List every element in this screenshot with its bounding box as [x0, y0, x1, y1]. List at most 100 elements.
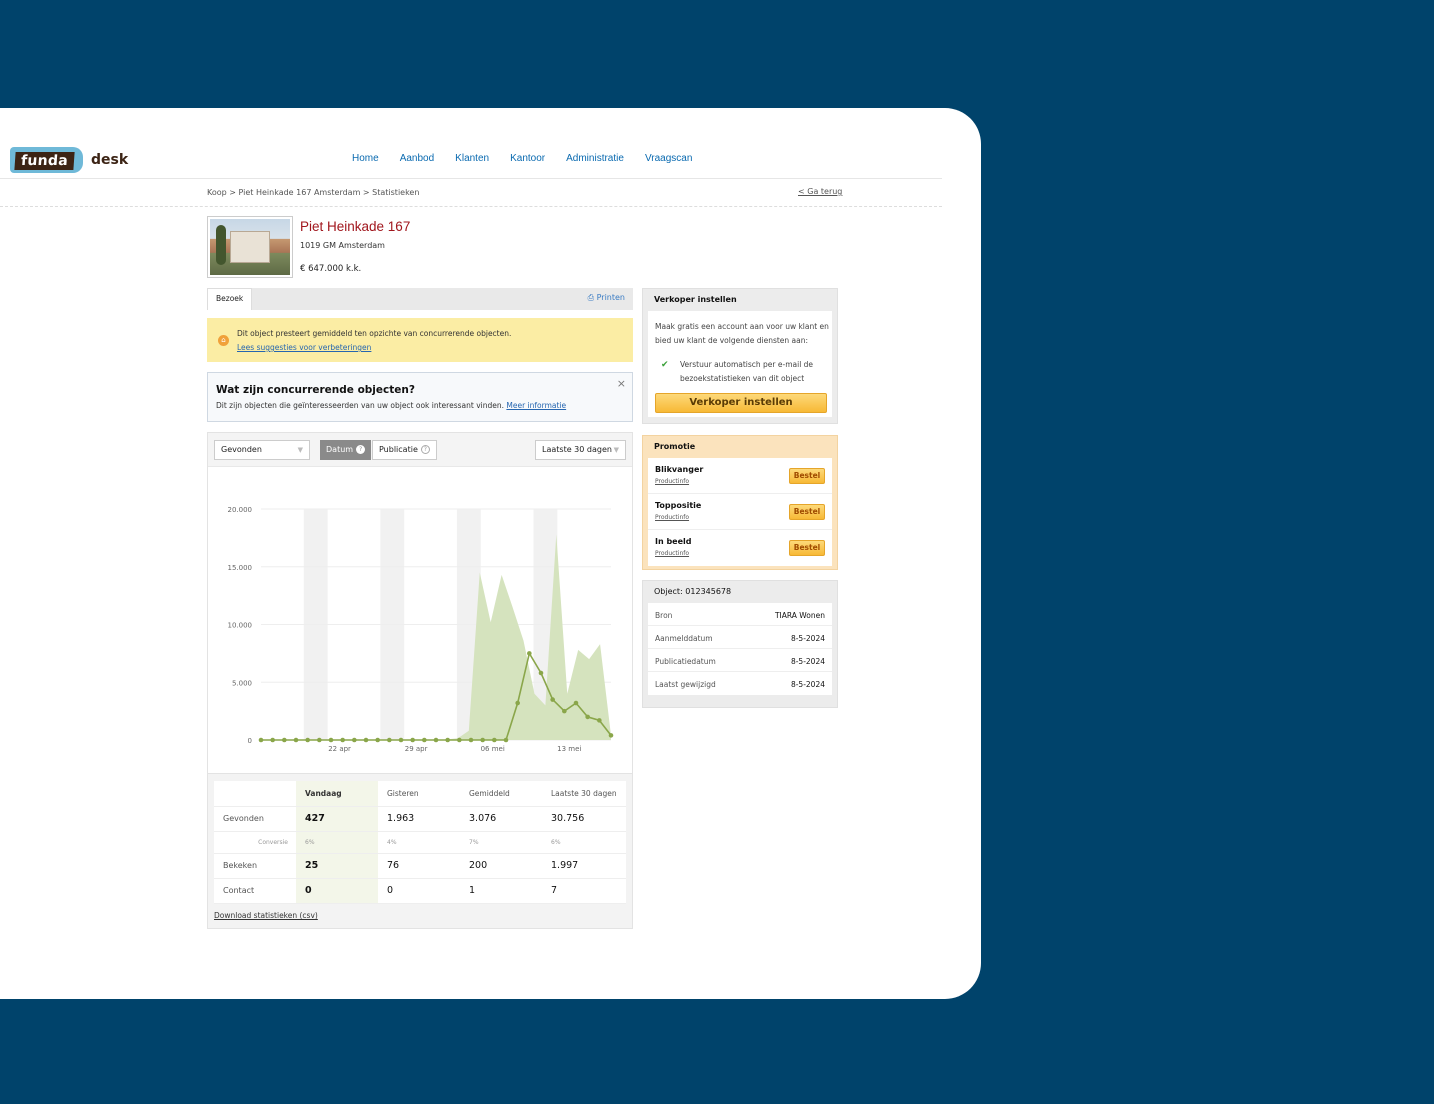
house-image: [210, 219, 290, 275]
more-info-link[interactable]: Meer informatie: [506, 401, 567, 410]
productinfo-link[interactable]: Productinfo: [655, 478, 690, 485]
cell: 427: [296, 806, 378, 832]
x-tick-label: 29 apr: [405, 745, 428, 753]
funda-desk-logo[interactable]: funda desk: [10, 147, 128, 173]
promotion-box: Promotie Blikvanger Productinfo Bestel T…: [642, 435, 838, 570]
data-point: [503, 737, 509, 743]
metric-select[interactable]: Gevonden ▼: [214, 440, 310, 460]
seller-body: Maak gratis een account aan voor uw klan…: [648, 311, 832, 417]
cell: 25: [296, 853, 378, 879]
list-item: Toppositie Productinfo Bestel: [648, 494, 832, 530]
property-price: € 647.000 k.k.: [300, 264, 362, 274]
range-select[interactable]: Laatste 30 dagen ▼: [535, 440, 626, 460]
seller-text: Maak gratis een account aan voor uw klan…: [655, 322, 829, 345]
order-button[interactable]: Bestel: [789, 504, 825, 520]
stats-header-row: Vandaag Gisteren Gemiddeld Laatste 30 da…: [214, 781, 626, 807]
nav-kantoor[interactable]: Kantoor: [510, 153, 546, 164]
tab-bezoek[interactable]: Bezoek: [207, 288, 253, 310]
header-divider: [0, 178, 942, 179]
data-point: [527, 651, 532, 656]
cell: 6%: [542, 831, 626, 854]
data-point: [398, 737, 404, 743]
notice-text: Dit object presteert gemiddeld ten opzic…: [237, 329, 512, 338]
main-nav: Home Aanbod Klanten Kantoor Administrati…: [352, 153, 692, 164]
data-point: [585, 714, 590, 720]
tab-bar: Bezoek ⎙ Printen: [207, 288, 633, 310]
download-csv-link[interactable]: Download statistieken (csv): [214, 911, 318, 920]
stats-table: Vandaag Gisteren Gemiddeld Laatste 30 da…: [214, 781, 626, 904]
stats-header: [214, 781, 296, 807]
breadcrumb[interactable]: Koop > Piet Heinkade 167 Amsterdam > Sta…: [207, 188, 420, 197]
detail-value: 8-5-2024: [790, 634, 825, 643]
help-icon: ?: [356, 445, 366, 454]
logo-badge: funda: [10, 147, 83, 173]
productinfo-link[interactable]: Productinfo: [655, 514, 690, 521]
y-tick-label: 10.000: [228, 622, 253, 630]
data-point: [515, 700, 520, 706]
order-button[interactable]: Bestel: [789, 468, 825, 484]
property-address: 1019 GM Amsterdam: [300, 241, 385, 250]
nav-klanten[interactable]: Klanten: [455, 153, 490, 164]
cell: 200: [460, 853, 542, 879]
data-point: [550, 697, 555, 702]
data-point: [608, 733, 614, 738]
detail-value: TIARA Wonen: [774, 611, 825, 620]
promotion-list: Blikvanger Productinfo Bestel Toppositie…: [648, 458, 832, 566]
data-point: [562, 708, 567, 714]
cell: 1.963: [378, 806, 460, 832]
order-button[interactable]: Bestel: [789, 540, 825, 556]
promo-name: Toppositie: [655, 501, 702, 510]
data-point: [387, 737, 392, 743]
object-header: Object: 012345678: [643, 581, 837, 602]
back-link[interactable]: < Ga terug: [798, 187, 843, 196]
x-tick-label: 22 apr: [328, 745, 351, 753]
data-point: [375, 737, 380, 743]
info-title: Wat zijn concurrerende objecten?: [216, 384, 415, 396]
mode-publicatie-button[interactable]: Publicatie?: [372, 440, 437, 460]
cell: 0: [296, 878, 378, 904]
x-tick-label: 13 mei: [557, 745, 581, 753]
data-point: [293, 737, 299, 743]
cell: 0: [378, 878, 460, 904]
detail-key: Bron: [655, 611, 673, 620]
data-point: [270, 737, 275, 743]
chevron-down-icon: ▼: [297, 446, 303, 454]
row-label: Conversie: [214, 831, 296, 854]
close-icon[interactable]: ×: [616, 377, 626, 390]
print-button[interactable]: ⎙ Printen: [588, 293, 625, 303]
checkmark-icon: ✔: [661, 360, 669, 370]
info-text: Dit zijn objecten die geïnteresseerden v…: [216, 401, 566, 410]
list-item: In beeld Productinfo Bestel: [648, 530, 832, 566]
suggestions-link[interactable]: Lees suggesties voor verbeteringen: [237, 343, 372, 352]
nav-aanbod[interactable]: Aanbod: [399, 153, 435, 164]
nav-home[interactable]: Home: [352, 153, 379, 164]
list-item: Bron TIARA Wonen: [648, 603, 832, 626]
promo-name: Blikvanger: [655, 465, 704, 474]
cell: 30.756: [542, 806, 626, 832]
cell: 4%: [378, 831, 460, 854]
property-photo[interactable]: [207, 216, 293, 278]
cell: 6%: [296, 831, 378, 854]
visits-chart: 0 5.000 10.000 15.000 20.000 22 apr 29 apr 06 m…: [228, 506, 614, 753]
data-point: [363, 737, 369, 743]
stats-header: Gemiddeld: [460, 781, 542, 807]
seller-feature: ✔ Verstuur automatisch per e-mail de bez…: [661, 358, 821, 386]
data-point: [468, 737, 474, 743]
nav-vraagscan[interactable]: Vraagscan: [644, 153, 693, 164]
detail-value: 8-5-2024: [790, 657, 825, 666]
printer-icon: ⎙: [587, 293, 595, 302]
mode-datum-label: Datum: [326, 445, 354, 454]
stats-header: Laatste 30 dagen: [542, 781, 626, 807]
mode-datum-button[interactable]: Datum?: [320, 440, 372, 460]
data-point: [597, 718, 602, 723]
cell: 3.076: [460, 806, 542, 832]
stats-section: Vandaag Gisteren Gemiddeld Laatste 30 da…: [208, 773, 632, 928]
object-label: Object:: [654, 587, 683, 596]
row-label: Bekeken: [214, 853, 296, 879]
data-point: [258, 737, 264, 743]
set-seller-button[interactable]: Verkoper instellen: [655, 393, 827, 413]
productinfo-link[interactable]: Productinfo: [655, 550, 690, 557]
data-point: [328, 737, 334, 743]
detail-value: 8-5-2024: [790, 680, 825, 689]
nav-administratie[interactable]: Administratie: [566, 153, 624, 164]
